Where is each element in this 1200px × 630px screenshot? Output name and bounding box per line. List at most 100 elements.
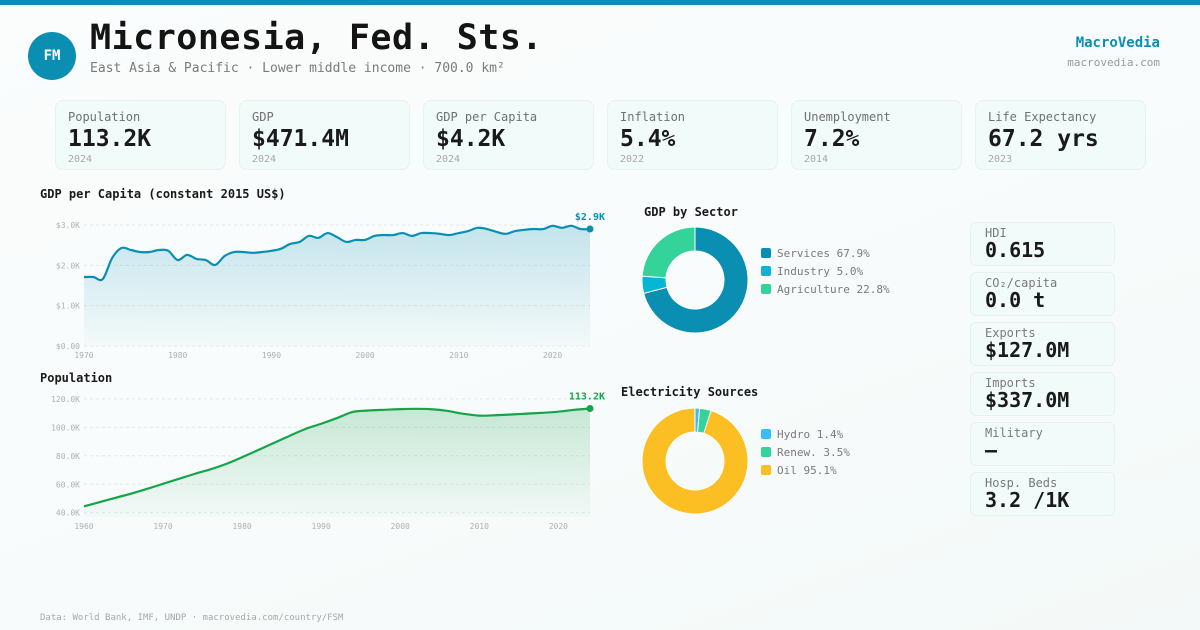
kpi-value: 7.2% (804, 126, 860, 152)
gdp-xtick-label: 1990 (262, 351, 281, 360)
sector-slice-agriculture (641, 226, 696, 279)
electricity-chart-title: Electricity Sources (621, 385, 759, 399)
pop-ytick-label: 60.0K (56, 480, 80, 489)
kpi-label: GDP (252, 110, 274, 124)
stat-card-military: Military — (970, 422, 1115, 466)
pop-xtick-label: 2010 (470, 522, 489, 531)
kpi-card-unemployment: Unemployment 7.2% 2014 (791, 100, 962, 170)
kpi-value: 5.4% (620, 126, 676, 152)
gdp-xtick-label: 1970 (74, 351, 93, 360)
gdp-xtick-label: 2000 (355, 351, 374, 360)
electricity-legend: Hydro 1.4% Renew. 3.5% Oil 95.1% (761, 425, 850, 479)
legend-item-industry: Industry 5.0% (761, 262, 890, 280)
stat-card-co2: CO₂/capita 0.0 t (970, 272, 1115, 316)
kpi-card-life-expectancy: Life Expectancy 67.2 yrs 2023 (975, 100, 1146, 170)
gdp-last-point (586, 225, 594, 233)
kpi-card-inflation: Inflation 5.4% 2022 (607, 100, 778, 170)
pop-area (84, 408, 590, 517)
pop-ytick-label: 80.0K (56, 452, 80, 461)
stat-value: $127.0M (985, 338, 1070, 362)
side-stats-panel: HDI 0.615 CO₂/capita 0.0 t Exports $127.… (970, 222, 1115, 516)
industry-swatch (761, 266, 771, 276)
stat-label: Military (985, 426, 1043, 440)
stat-label: Imports (985, 376, 1036, 390)
gdp-line (83, 224, 591, 282)
gdp-last-value-label: $2.9K (575, 212, 605, 223)
kpi-value: $471.4M (252, 126, 349, 152)
sector-legend: Services 67.9% Industry 5.0% Agriculture… (761, 244, 890, 298)
pop-xtick-label: 2020 (549, 522, 568, 531)
sector-chart-title: GDP by Sector (644, 205, 738, 219)
pop-xtick-label: 1960 (74, 522, 93, 531)
gdp-ytick-label: $2.0K (56, 261, 80, 270)
legend-label: Agriculture 22.8% (777, 282, 890, 296)
stat-value: 0.615 (985, 238, 1046, 262)
brand-logo[interactable]: MacroVedia (1075, 35, 1160, 51)
country-code: FM (43, 48, 61, 64)
footer-source: Data: World Bank, IMF, UNDP · macrovedia… (40, 613, 344, 623)
stat-label: HDI (985, 226, 1007, 240)
legend-item-services: Services 67.9% (761, 244, 890, 262)
gdp-area (84, 225, 590, 346)
pop-last-point (586, 405, 594, 413)
services-swatch (761, 248, 771, 258)
legend-label: Renew. 3.5% (777, 445, 850, 459)
gdp-xtick-label: 2010 (449, 351, 468, 360)
stat-label: Hosp. Beds (985, 476, 1058, 490)
electricity-sources-donut (641, 407, 749, 515)
stat-card-hdi: HDI 0.615 (970, 222, 1115, 266)
kpi-label: GDP per Capita (436, 110, 538, 124)
kpi-year: 2014 (804, 154, 829, 165)
population-chart-title: Population (40, 371, 113, 385)
electricity-slice-oil (641, 407, 749, 515)
brand-url[interactable]: macrovedia.com (1067, 56, 1160, 69)
gdp-ytick-label: $0.00 (56, 342, 80, 351)
stat-value: $337.0M (985, 388, 1070, 412)
gdp-ytick-label: $3.0K (56, 221, 80, 230)
stat-card-imports: Imports $337.0M (970, 372, 1115, 416)
kpi-value: 67.2 yrs (988, 126, 1099, 152)
pop-ytick-label: 120.0K (51, 395, 80, 404)
gdp-xtick-label: 2020 (543, 351, 562, 360)
country-flag-badge: FM (28, 32, 76, 80)
kpi-row: Population 113.2K 2024 GDP $471.4M 2024 … (55, 100, 1146, 170)
legend-label: Industry 5.0% (777, 264, 864, 278)
top-accent-bar (0, 0, 1200, 5)
pop-xtick-label: 1970 (153, 522, 172, 531)
kpi-label: Population (68, 110, 141, 124)
legend-item-renewables: Renew. 3.5% (761, 443, 850, 461)
legend-item-agriculture: Agriculture 22.8% (761, 280, 890, 298)
pop-ytick-label: 100.0K (51, 423, 80, 432)
population-chart: 40.0K 60.0K 80.0K 100.0K 120.0K 1960 1970 1980 1… (51, 392, 605, 531)
pop-line (83, 407, 591, 508)
kpi-year: 2023 (988, 154, 1013, 165)
legend-label: Oil 95.1% (777, 463, 837, 477)
stat-value: 0.0 t (985, 288, 1046, 312)
gdp-ytick-label: $1.0K (56, 302, 80, 311)
hydro-swatch (761, 429, 771, 439)
legend-label: Hydro 1.4% (777, 427, 844, 441)
kpi-label: Life Expectancy (988, 110, 1097, 124)
kpi-card-gdp: GDP $471.4M 2024 (239, 100, 410, 170)
legend-item-hydro: Hydro 1.4% (761, 425, 850, 443)
oil-swatch (761, 465, 771, 475)
gdp-chart-title: GDP per Capita (constant 2015 US$) (40, 187, 286, 201)
gdp-per-capita-chart: $0.00 $1.0K $2.0K $3.0K 1970 1980 1990 2000 2010… (56, 212, 605, 360)
stat-value: — (985, 438, 998, 462)
kpi-card-gdp-per-capita: GDP per Capita $4.2K 2024 (423, 100, 594, 170)
stat-label: CO₂/capita (985, 276, 1058, 290)
page-subtitle: East Asia & Pacific · Lower middle incom… (90, 61, 505, 76)
pop-xtick-label: 1990 (312, 522, 331, 531)
agriculture-swatch (761, 284, 771, 294)
stat-value: 3.2 /1K (985, 488, 1070, 512)
stat-label: Exports (985, 326, 1036, 340)
kpi-year: 2022 (620, 154, 645, 165)
page-title: Micronesia, Fed. Sts. (90, 18, 544, 58)
legend-label: Services 67.9% (777, 246, 870, 260)
pop-xtick-label: 2000 (391, 522, 410, 531)
kpi-year: 2024 (68, 154, 93, 165)
kpi-year: 2024 (436, 154, 461, 165)
legend-item-oil: Oil 95.1% (761, 461, 850, 479)
sector-slice-services (643, 226, 749, 334)
gdp-xtick-label: 1980 (168, 351, 187, 360)
